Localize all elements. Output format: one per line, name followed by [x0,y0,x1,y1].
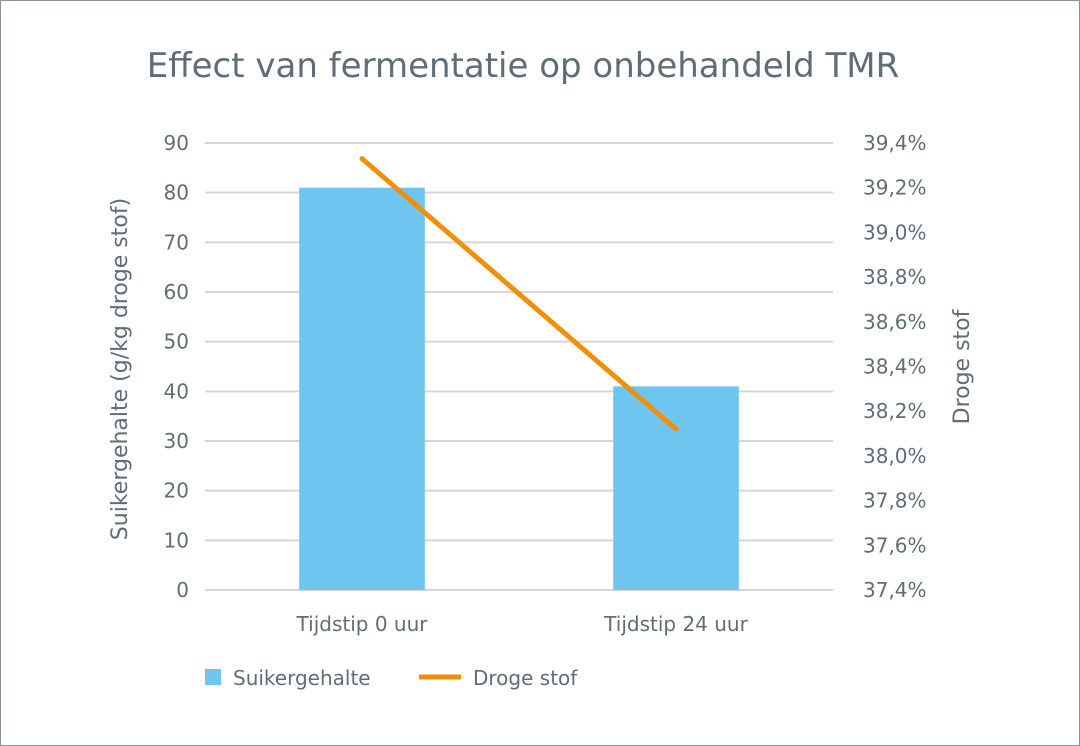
left-axis-title: Suikergehalte (g/kg droge stof) [108,198,133,540]
right-tick-label: 39,0% [863,220,927,244]
right-tick-label: 38,2% [863,399,927,423]
line-series [359,156,679,432]
left-tick-label: 80 [164,181,189,205]
bar-suikergehalte [299,187,425,590]
right-tick-label: 37,6% [863,533,927,557]
right-tick-label: 38,4% [863,355,927,379]
legend: Suikergehalte Droge stof [205,666,578,690]
right-axis-title: Droge stof [950,308,975,424]
left-axis-ticks: 0 10 20 30 40 50 60 70 80 90 [164,131,189,602]
left-tick-label: 90 [164,131,189,155]
left-tick-label: 10 [164,528,189,552]
right-tick-label: 38,0% [863,444,927,468]
left-tick-label: 0 [176,578,189,602]
left-tick-label: 20 [164,479,189,503]
right-tick-label: 37,8% [863,489,927,513]
right-tick-label: 38,6% [863,310,927,334]
left-tick-label: 30 [164,429,189,453]
left-tick-label: 70 [164,230,189,254]
left-tick-label: 60 [164,280,189,304]
right-axis-ticks: 37,4% 37,6% 37,8% 38,0% 38,2% 38,4% 38,6% 38,8%… [863,131,927,602]
legend-label-droge-stof: Droge stof [473,666,578,690]
category-label: Tijdstip 0 uur [296,612,429,636]
right-tick-label: 39,2% [863,176,927,200]
legend-swatch-suikergehalte [205,669,221,685]
category-label: Tijdstip 24 uur [603,612,748,636]
left-tick-label: 50 [164,330,189,354]
right-tick-label: 39,4% [863,131,927,155]
category-labels: Tijdstip 0 uur Tijdstip 24 uur [296,612,749,636]
line-droge-stof [359,156,679,432]
bar-suikergehalte [613,386,739,590]
right-tick-label: 37,4% [863,578,927,602]
bars [299,187,739,590]
left-tick-label: 40 [164,379,189,403]
legend-label-suikergehalte: Suikergehalte [233,666,371,690]
chart-title: Effect van fermentatie op onbehandeld TM… [147,46,900,86]
right-tick-label: 38,8% [863,265,927,289]
